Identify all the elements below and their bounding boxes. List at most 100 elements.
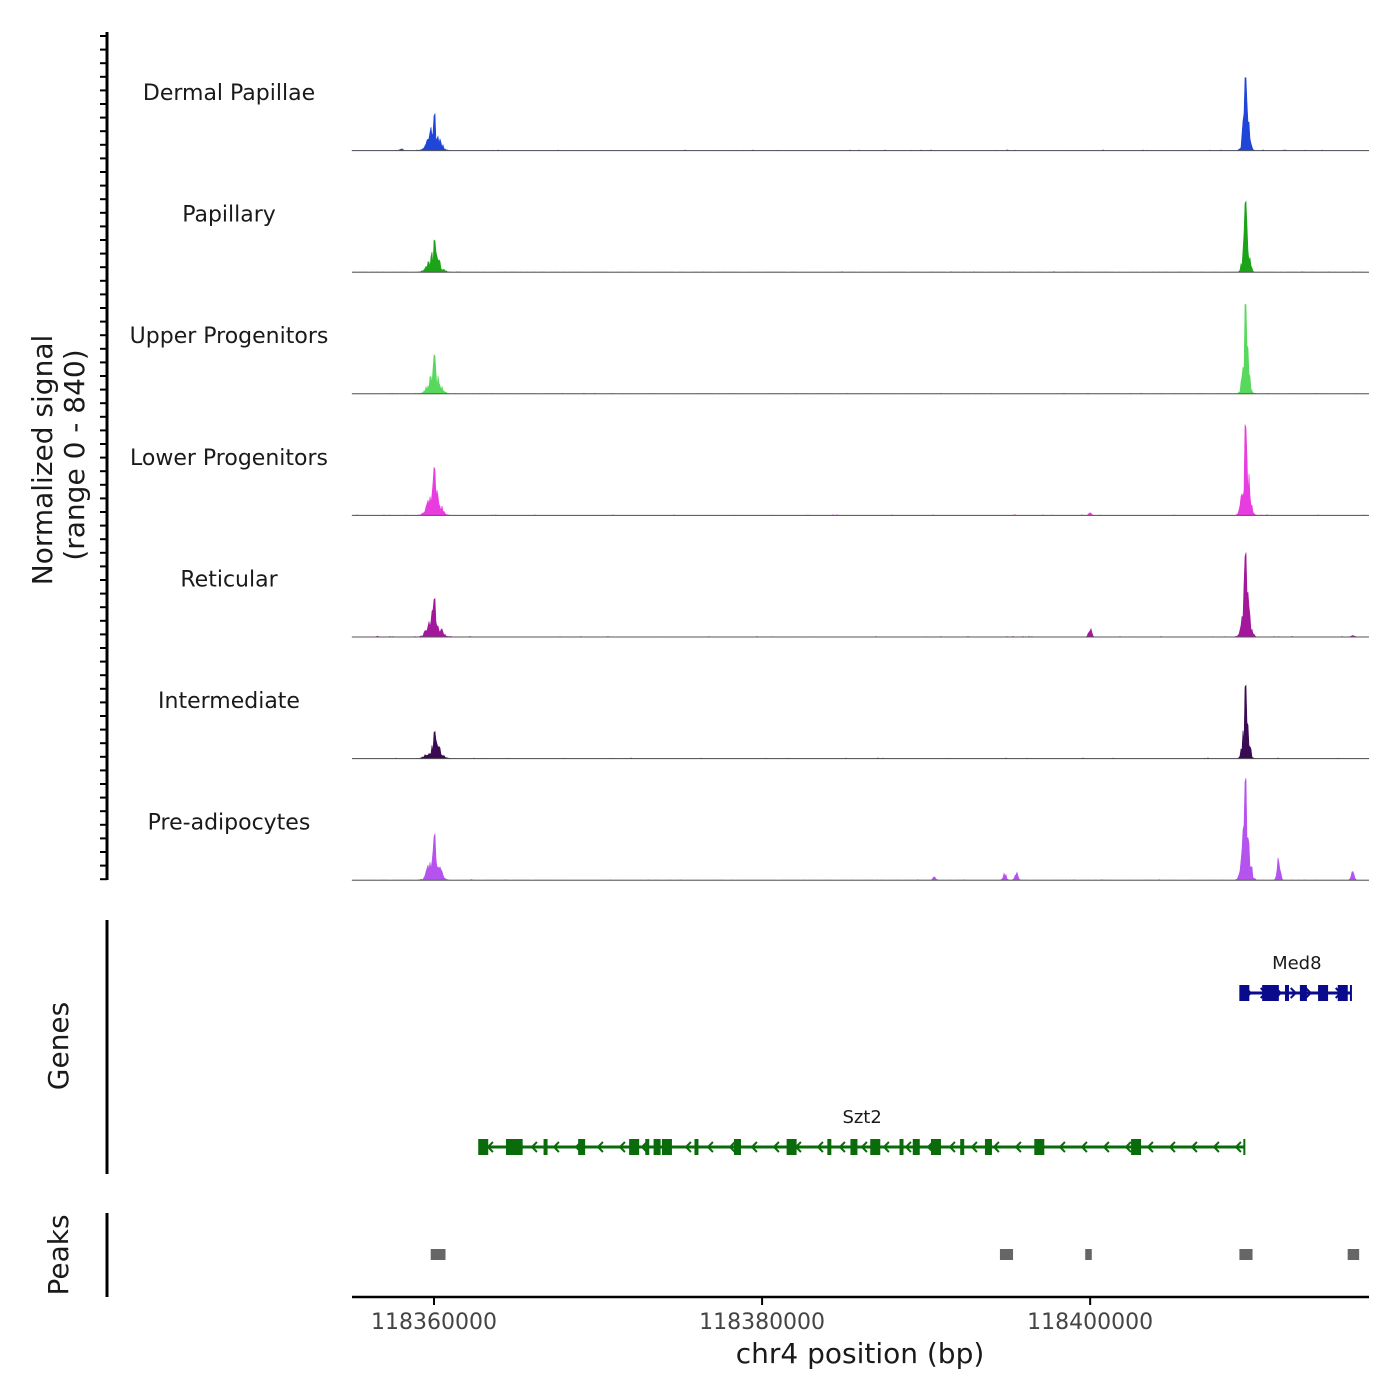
track-reticular: Reticular [180, 552, 1369, 638]
strand-arrow [596, 1141, 604, 1153]
exon [578, 1139, 586, 1155]
y-axis-range: (range 0 - 840) [58, 349, 91, 560]
strand-arrow [882, 1141, 890, 1153]
strand-arrow [618, 1141, 626, 1153]
strand-arrow [816, 1141, 824, 1153]
signal-area [351, 778, 1370, 881]
exon [645, 1139, 650, 1155]
peak-region [1085, 1249, 1092, 1260]
y-axis-title: Normalized signal [26, 335, 59, 586]
x-tick-label: 118400000 [1027, 1310, 1153, 1335]
strand-arrow [1124, 1141, 1132, 1153]
exon [870, 1139, 881, 1155]
peak-region [430, 1249, 446, 1260]
strand-arrow [1234, 1141, 1242, 1153]
exon [912, 1139, 920, 1155]
track-upper-progenitors: Upper Progenitors [130, 303, 1370, 395]
exon [653, 1139, 661, 1155]
strand-arrow [904, 1141, 912, 1153]
strand-arrow [1058, 1141, 1066, 1153]
exon [694, 1139, 699, 1155]
exon [629, 1139, 640, 1155]
track-pre-adipocytes: Pre-adipocytes [148, 778, 1370, 881]
exon [1262, 985, 1270, 1001]
track-label: Lower Progenitors [130, 446, 328, 471]
exon [786, 1139, 797, 1155]
strand-arrow [1102, 1141, 1110, 1153]
signal-area [351, 77, 1370, 151]
gene-label: Med8 [1272, 953, 1321, 974]
track-intermediate: Intermediate [158, 684, 1370, 760]
x-axis-title: chr4 position (bp) [736, 1337, 985, 1370]
track-label: Reticular [180, 567, 278, 592]
exon [505, 1139, 513, 1155]
exon [478, 1139, 489, 1155]
exon [661, 1139, 672, 1155]
track-label: Intermediate [158, 689, 300, 714]
signal-area [351, 684, 1370, 759]
exon [733, 1139, 741, 1155]
track-label: Pre-adipocytes [148, 811, 311, 836]
exon [1131, 1139, 1142, 1155]
exon [850, 1139, 858, 1155]
strand-arrow [530, 1141, 538, 1153]
exon [899, 1139, 904, 1155]
strand-arrow [728, 1141, 736, 1153]
strand-arrow [750, 1141, 758, 1153]
strand-arrow [706, 1141, 714, 1153]
track-label: Upper Progenitors [130, 324, 329, 349]
strand-arrow [838, 1141, 846, 1153]
exon [1034, 1139, 1045, 1155]
strand-arrow [1289, 987, 1298, 999]
strand-arrow [860, 1141, 868, 1153]
track-lower-progenitors: Lower Progenitors [130, 424, 1369, 516]
exon [1239, 985, 1250, 1001]
strand-arrow [1190, 1141, 1198, 1153]
signal-area [351, 424, 1369, 516]
exon [1337, 985, 1348, 1001]
signal-tracks: Dermal Papillae Papillary Upper Progenitor… [130, 77, 1370, 881]
track-label: Dermal Papillae [143, 81, 315, 106]
peak-region [1347, 1249, 1360, 1260]
exon [512, 1139, 523, 1155]
strand-arrow [970, 1141, 978, 1153]
exon [930, 1139, 941, 1155]
genes-track: Med8 Szt2 [478, 953, 1352, 1155]
strand-arrow [1212, 1141, 1220, 1153]
strand-arrow [992, 1141, 1000, 1153]
peak-region [1239, 1249, 1253, 1260]
strand-arrow [772, 1141, 780, 1153]
exon [984, 1139, 992, 1155]
exon [1284, 985, 1289, 1001]
track-papillary: Papillary [182, 200, 1369, 273]
strand-arrow [1014, 1141, 1022, 1153]
signal-area [351, 200, 1369, 273]
signal-area [351, 552, 1369, 638]
strand-arrow [684, 1141, 692, 1153]
strand-arrow [948, 1141, 956, 1153]
exon [1318, 985, 1329, 1001]
exon [827, 1139, 832, 1155]
x-tick-label: 118380000 [699, 1310, 825, 1335]
exon [960, 1139, 965, 1155]
track-label: Papillary [182, 203, 276, 228]
signal-area [351, 303, 1370, 395]
peaks-track [430, 1249, 1360, 1260]
gene-med8: Med8 [1239, 953, 1352, 1001]
exon [1268, 985, 1279, 1001]
exon [543, 1139, 548, 1155]
peak-region [999, 1249, 1014, 1260]
track-dermal-papillae: Dermal Papillae [143, 77, 1370, 152]
strand-arrow [1146, 1141, 1154, 1153]
strand-arrow [1168, 1141, 1176, 1153]
gene-szt2: Szt2 [478, 1107, 1246, 1155]
gene-label: Szt2 [842, 1107, 881, 1128]
peaks-panel-label: Peaks [42, 1214, 75, 1295]
exon [1299, 985, 1307, 1001]
strand-arrow [552, 1141, 560, 1153]
signal-axis [100, 32, 109, 881]
x-axis-ticks: 118360000 118380000 118400000 [371, 1297, 1153, 1335]
x-tick-label: 118360000 [371, 1310, 497, 1335]
strand-arrow [1304, 987, 1313, 999]
